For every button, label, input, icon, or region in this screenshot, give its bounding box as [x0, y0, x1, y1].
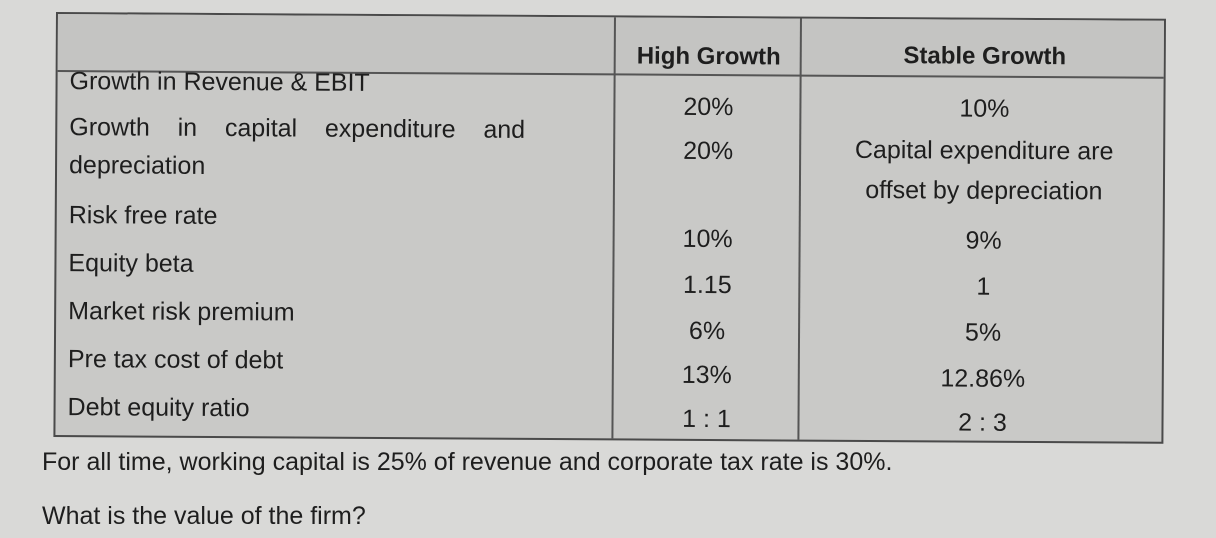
- high-value: 1.15: [682, 270, 732, 300]
- assumptions-table: High Growth Stable Growth Growth in Reve…: [53, 12, 1166, 444]
- high-value: 6%: [688, 316, 726, 346]
- row-label: Debt equity ratio: [67, 393, 250, 423]
- header-high-growth: High Growth: [636, 42, 781, 71]
- row-label-cont: depreciation: [68, 151, 206, 180]
- high-value: 13%: [681, 360, 732, 390]
- row-label: Equity beta: [68, 249, 194, 278]
- note-text: For all time, working capital is 25% of …: [42, 448, 893, 476]
- stable-value: 2 : 3: [958, 408, 1007, 437]
- row-label: Market risk premium: [68, 297, 295, 327]
- stable-value: Capital expenditure are: [854, 135, 1114, 166]
- row-label: Growth in capital expenditure and: [69, 113, 526, 144]
- row-label: Pre tax cost of debt: [67, 345, 284, 375]
- high-value: 20%: [683, 92, 734, 122]
- high-value: 20%: [683, 136, 734, 166]
- question-text: What is the value of the firm?: [42, 502, 366, 530]
- stable-value: 5%: [964, 318, 1002, 347]
- row-label: Risk free rate: [68, 201, 218, 230]
- stable-value-cont: offset by depreciation: [865, 175, 1103, 206]
- stable-value: 9%: [965, 226, 1002, 255]
- high-value: 1 : 1: [682, 404, 731, 434]
- row-label: Growth in Revenue & EBIT: [69, 67, 370, 97]
- header-stable-growth: Stable Growth: [903, 42, 1067, 71]
- stable-value: 1: [976, 272, 991, 301]
- stable-value: 12.86%: [940, 364, 1026, 393]
- high-value: 10%: [682, 224, 733, 254]
- stable-value: 10%: [959, 94, 1010, 123]
